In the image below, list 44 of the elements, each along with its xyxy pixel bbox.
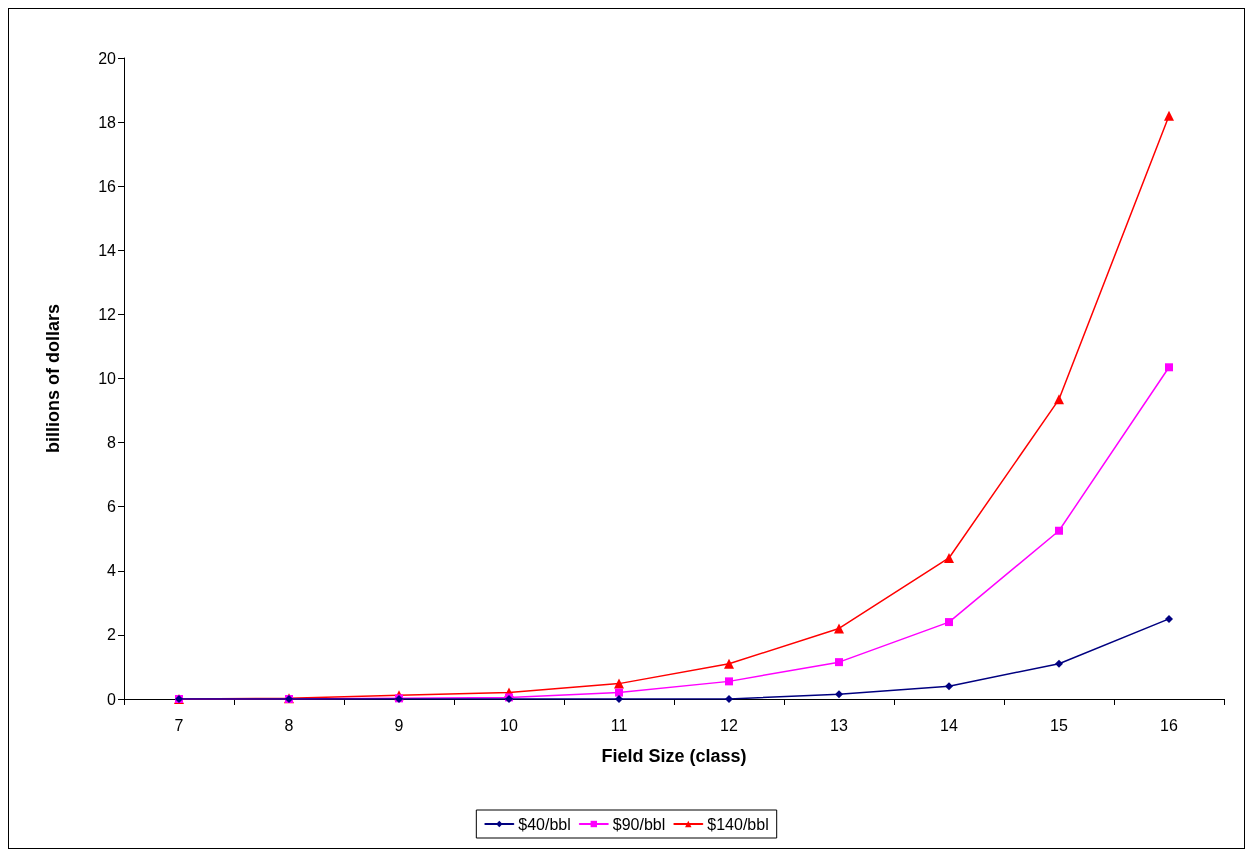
point: [725, 677, 733, 686]
y-tick-label: 2: [107, 626, 117, 644]
x-axis-title: Field Size (class): [601, 746, 747, 766]
point: [1165, 363, 1173, 372]
point: [1055, 659, 1063, 668]
point: [834, 623, 844, 634]
point: [945, 618, 953, 627]
y-axis-title: billions of dollars: [43, 303, 63, 454]
y-tick-label: 8: [107, 434, 117, 452]
point: [724, 658, 734, 669]
point: [1055, 526, 1063, 535]
x-tick-label: 12: [720, 716, 738, 734]
point: [614, 678, 624, 689]
legend-label: $40/bbl: [518, 815, 571, 833]
y-tick-label: 6: [107, 498, 117, 516]
y-tick-label: 20: [98, 49, 117, 67]
point: [835, 690, 843, 699]
point: [944, 552, 954, 563]
y-tick-label: 18: [98, 113, 117, 131]
legend-label: $90/bbl: [612, 815, 666, 833]
y-tick-label: 0: [107, 690, 117, 708]
x-tick-label: 16: [1160, 716, 1178, 734]
x-tick-label: 7: [174, 716, 184, 734]
point: [615, 688, 623, 697]
x-tick-label: 8: [284, 716, 294, 734]
x-tick-label: 13: [830, 716, 848, 734]
legend-label: $140/bbl: [707, 815, 769, 833]
y-tick-label: 12: [98, 305, 117, 323]
point: [1165, 614, 1173, 623]
x-tick-label: 9: [394, 716, 404, 734]
x-tick-label: 14: [940, 716, 958, 734]
y-tick-label: 14: [98, 241, 117, 259]
point: [835, 658, 843, 667]
point: [725, 695, 733, 703]
x-tick-label: 15: [1050, 716, 1068, 734]
y-tick-label: 16: [98, 177, 117, 195]
x-tick-label: 11: [610, 716, 628, 734]
x-tick-label: 10: [500, 716, 518, 734]
point: [1164, 110, 1174, 121]
y-tick-label: 10: [98, 370, 117, 387]
point: [1054, 394, 1064, 405]
point: [945, 682, 953, 691]
y-tick-label: 4: [107, 562, 117, 580]
point: [615, 695, 623, 703]
